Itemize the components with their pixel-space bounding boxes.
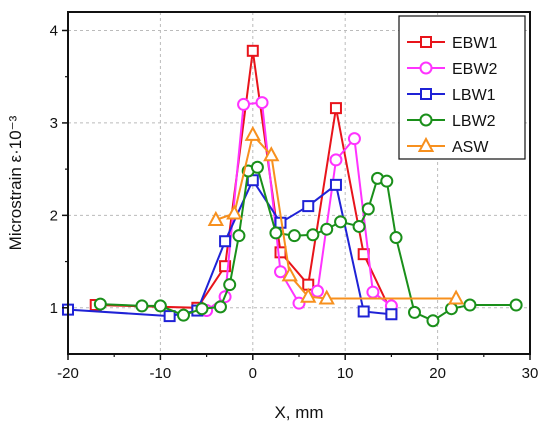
x-tick-label: 30 [522,365,539,382]
legend-label: ASW [452,139,489,156]
legend-label: LBW2 [452,113,496,130]
legend-marker [420,36,432,48]
legend-item-ebw2: EBW2 [407,61,497,78]
data-point-ebw1 [246,44,259,57]
data-point-ebw2 [274,265,288,279]
plot-series [62,44,523,328]
legend-label: EBW2 [452,61,497,78]
y-tick-label: 4 [50,22,58,39]
data-point-lbw1 [302,200,315,213]
x-tick-label: 10 [337,365,354,382]
x-tick-label: -10 [150,365,172,382]
data-point-lbw2 [444,302,458,316]
x-axis: -20 -10 0 10 20 30 [57,354,538,382]
data-point-ebw1 [329,102,342,115]
legend-item-asw: ASW [407,136,489,156]
legend-label: LBW1 [452,87,496,104]
legend-marker [419,113,433,127]
data-point-lbw1 [357,305,370,318]
legend: EBW1 EBW2 LBW1 LBW2 ASW [398,15,526,160]
y-tick-label: 2 [50,207,58,224]
legend-item-ebw1: EBW1 [407,35,497,52]
data-point-lbw2 [269,226,283,240]
data-point-asw [207,210,225,226]
data-point-asw [318,289,335,305]
legend-marker [419,61,433,75]
x-axis-title: X, mm [274,403,323,422]
data-point-lbw2 [223,278,237,292]
data-point-lbw2 [380,174,394,188]
data-point-lbw2 [426,314,440,328]
data-point-lbw2 [177,308,190,322]
data-point-asw [447,289,465,305]
data-point-lbw2 [509,298,523,312]
series-lbw2 [93,160,523,328]
y-axis-title: Microstrain ε·10⁻³ [6,115,25,250]
data-point-lbw2 [306,228,320,242]
data-point-lbw2 [135,299,149,313]
x-tick-label: -20 [57,365,79,382]
data-point-lbw1 [163,310,176,323]
series-ebw1 [89,44,398,319]
data-point-ebw2 [237,97,251,111]
legend-label: EBW1 [452,35,497,52]
y-tick-label: 1 [50,300,58,317]
data-point-asw [263,146,280,162]
data-point-asw [281,266,298,282]
data-point-lbw2 [93,297,107,311]
series-line-ebw1 [95,50,393,313]
data-point-ebw2 [255,96,269,110]
data-point-lbw2 [287,229,301,243]
data-point-lbw1 [219,235,232,248]
x-tick-label: 0 [249,365,257,382]
data-point-lbw2 [334,215,348,229]
data-point-lbw2 [153,299,167,313]
legend-item-lbw1: LBW1 [407,87,496,104]
legend-marker [420,88,432,100]
data-point-lbw2 [195,302,209,316]
data-point-lbw1 [385,308,398,321]
x-tick-label: 20 [429,365,446,382]
data-point-ebw2 [329,153,343,167]
series-asw [207,125,465,305]
data-point-lbw2 [320,222,334,236]
y-tick-label: 3 [50,115,58,132]
data-point-ebw2 [366,285,380,299]
data-point-ebw2 [347,132,361,146]
data-point-lbw2 [213,300,227,314]
data-point-ebw2 [310,284,324,298]
data-point-asw [226,204,243,220]
data-point-lbw2 [463,298,477,312]
data-point-ebw1 [219,260,232,273]
data-point-lbw2 [352,219,366,233]
y-axis: 1 2 3 4 [50,22,68,317]
data-point-lbw2 [232,229,246,243]
legend-item-lbw2: LBW2 [407,113,496,130]
data-point-lbw2 [250,160,264,174]
legend-marker [417,136,435,152]
data-point-lbw2 [408,305,421,319]
data-point-lbw1 [329,178,342,191]
data-point-asw [244,125,261,141]
data-point-asw [300,287,317,303]
data-point-lbw2 [361,202,375,216]
data-point-lbw2 [389,231,403,245]
